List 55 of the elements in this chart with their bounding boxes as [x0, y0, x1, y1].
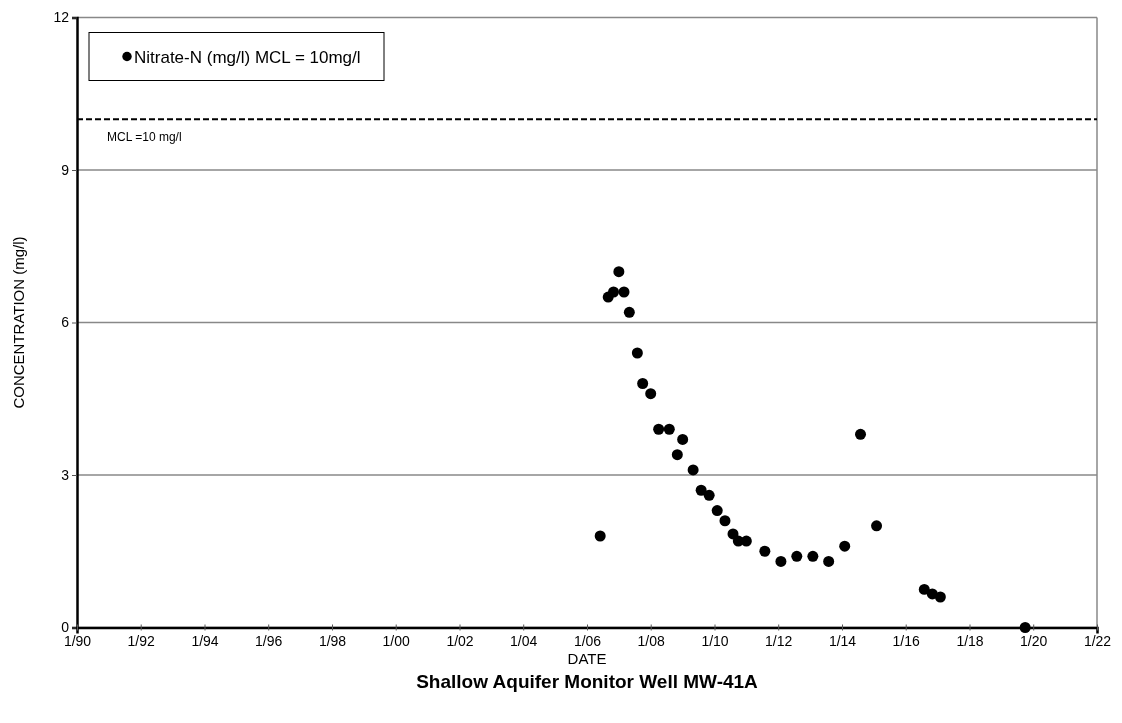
point — [759, 545, 771, 557]
x-tick-label: 1/00 — [382, 633, 411, 650]
x-axis-title: DATE — [567, 650, 607, 667]
x-tick-label: 1/14 — [828, 633, 857, 650]
point — [791, 550, 803, 562]
point — [871, 520, 883, 532]
point — [711, 505, 723, 517]
point — [618, 286, 630, 298]
point — [855, 428, 866, 440]
x-tick-label: 1/22 — [1083, 633, 1112, 650]
x-tick-label: 1/12 — [765, 633, 793, 650]
x-tick-label: 1/98 — [318, 633, 347, 650]
point — [608, 286, 620, 298]
point — [613, 266, 625, 278]
point — [695, 484, 707, 496]
point — [637, 378, 649, 389]
point — [934, 591, 946, 603]
point — [631, 347, 643, 359]
point — [839, 540, 851, 552]
x-tick-label: 1/06 — [573, 633, 602, 650]
point — [653, 423, 665, 435]
x-tick-label: 1/10 — [701, 633, 729, 650]
x-tick-label: 1/08 — [637, 633, 666, 650]
point — [663, 423, 675, 435]
text: Shallow Aquifer Monitor Well MW-41A — [416, 671, 759, 692]
ref-line-label: MCL =10 mg/l — [107, 130, 182, 145]
point — [594, 530, 606, 542]
point — [807, 550, 819, 562]
x-tick-label: 1/20 — [1020, 633, 1048, 650]
point — [775, 555, 787, 567]
legend-label: Nitrate-N (mg/l) MCL = 10mg/l — [134, 47, 361, 67]
point — [677, 433, 689, 445]
x-tick-label: 1/18 — [956, 633, 984, 650]
point — [703, 489, 715, 501]
x-tick-label: 1/02 — [446, 633, 474, 650]
point — [671, 449, 683, 461]
point — [687, 464, 699, 476]
point — [823, 555, 835, 567]
point — [918, 583, 930, 595]
x-tick-label: 1/96 — [255, 633, 283, 650]
x-tick-label: 1/94 — [191, 633, 219, 650]
y-tick-label: 12 — [53, 9, 70, 26]
y-tick-label: 0 — [61, 619, 70, 636]
point — [623, 306, 635, 318]
x-tick-label: 1/90 — [63, 633, 92, 650]
point — [645, 388, 657, 400]
point — [719, 515, 731, 527]
y-tick-label: 3 — [61, 466, 70, 483]
y-tick-label: 9 — [61, 161, 70, 178]
y-axis-title: CONCENTRATION (mg/l) — [10, 236, 27, 409]
point — [1019, 622, 1031, 633]
x-tick-label: 1/92 — [127, 633, 156, 650]
x-tick-label: 1/16 — [892, 633, 921, 650]
y-tick-label: 6 — [61, 314, 70, 331]
x-tick-label: 1/04 — [510, 633, 538, 650]
